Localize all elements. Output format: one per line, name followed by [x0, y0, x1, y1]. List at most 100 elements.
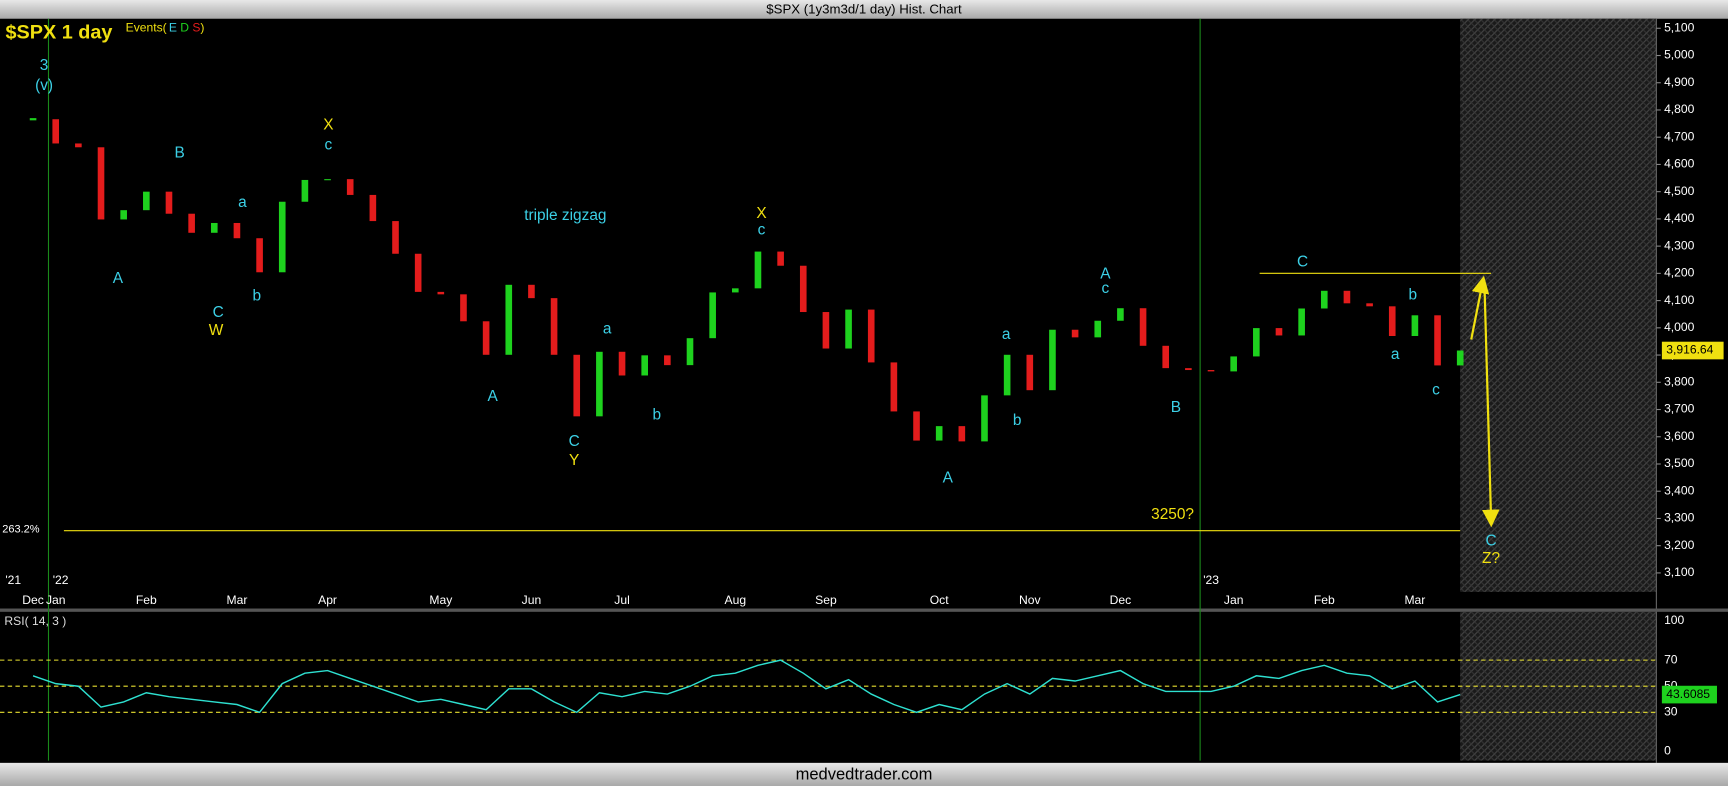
candle: [1366, 303, 1373, 307]
candle: [1434, 315, 1441, 366]
candle: [913, 411, 920, 441]
y-tick-label: 3,100: [1664, 565, 1695, 579]
candle: [392, 221, 399, 254]
candle: [460, 294, 467, 322]
candle: [256, 238, 263, 273]
fib-label: 263.2%: [2, 524, 40, 536]
candle: [1320, 290, 1328, 309]
wave-label: b: [252, 288, 261, 305]
candle: [97, 147, 105, 220]
wave-label: X: [756, 205, 766, 222]
wave-label: a: [603, 321, 612, 338]
candle: [664, 355, 671, 366]
rsi-tick-label: 30: [1664, 705, 1678, 719]
candle: [505, 284, 513, 355]
wave-label: (v): [35, 77, 53, 94]
candle: [618, 351, 626, 376]
candle: [528, 284, 535, 299]
x-tick-label: Mar: [1404, 593, 1425, 607]
y-tick-label: 4,000: [1664, 320, 1695, 334]
candle: [1343, 290, 1351, 304]
events-d: D: [180, 21, 189, 35]
y-tick-label: 4,300: [1664, 238, 1695, 252]
candle: [301, 179, 309, 202]
future-zone: [1460, 18, 1657, 592]
candle: [233, 222, 241, 239]
y-tick-label: 3,800: [1664, 374, 1695, 388]
wave-label: c: [325, 137, 333, 154]
rsi-line: [32, 659, 1461, 714]
footer: medvedtrader.com: [796, 764, 933, 783]
wave-label: a: [1391, 346, 1400, 363]
footer-bar: [0, 762, 1728, 786]
rsi-tick-label: 0: [1664, 744, 1671, 758]
y-tick-label: 3,200: [1664, 538, 1695, 552]
title-bar: [0, 0, 1728, 19]
wave-label: C: [569, 433, 580, 450]
events-s: S: [192, 21, 200, 35]
y-tick-label: 4,600: [1664, 157, 1695, 171]
x-tick-label: Apr: [318, 593, 337, 607]
y-tick-label: 4,100: [1664, 293, 1695, 307]
candle: [867, 309, 875, 363]
wave-label: 3250?: [1151, 506, 1194, 523]
wave-label: c: [1101, 280, 1109, 297]
price-tag-label: 3,916.64: [1666, 343, 1713, 357]
candle: [437, 291, 445, 295]
x-tick-label: Mar: [227, 593, 248, 607]
candle: [777, 251, 784, 266]
events-label[interactable]: Events(E D S): [126, 21, 205, 35]
wave-label: A: [487, 388, 498, 405]
candle: [1185, 368, 1192, 371]
candle: [550, 298, 558, 355]
candle: [709, 292, 716, 339]
candle: [1094, 320, 1102, 338]
y-tick-label: 5,000: [1664, 48, 1695, 62]
wave-label: C: [213, 304, 224, 321]
candle: [165, 191, 173, 214]
candle: [935, 426, 943, 441]
price-tag: [1661, 341, 1724, 360]
window-title: $SPX (1y3m3d/1 day) Hist. Chart: [766, 1, 962, 16]
candle: [1207, 370, 1215, 372]
candle: [822, 312, 830, 349]
candle: [958, 426, 966, 442]
candle: [346, 179, 354, 195]
x-tick-label: Feb: [136, 593, 157, 607]
candle: [799, 265, 807, 313]
wave-label: B: [174, 144, 184, 161]
y-tick-label: 3,400: [1664, 483, 1695, 497]
candle: [278, 201, 286, 273]
symbol-label: $SPX 1 day: [6, 21, 113, 43]
wave-label: b: [1409, 287, 1418, 304]
candle: [1388, 306, 1396, 336]
candle: [845, 309, 852, 349]
x-tick-label: Jun: [522, 593, 542, 607]
candle: [482, 321, 490, 355]
candle: [1139, 308, 1147, 346]
wave-label: A: [1100, 266, 1111, 283]
candle: [981, 395, 988, 442]
events-e: E: [169, 21, 177, 35]
rsi-tag: [1661, 685, 1717, 704]
candle: [143, 191, 150, 211]
y-tick-label: 3,700: [1664, 402, 1695, 416]
events-open: Events(: [126, 21, 167, 35]
y-tick-label: 3,300: [1664, 511, 1695, 525]
candle: [188, 213, 195, 233]
wave-label: triple zigzag: [524, 207, 606, 224]
projection-down: [1481, 284, 1500, 528]
wave-label: 3: [40, 57, 49, 74]
rsi-tag-label: 43.6085: [1666, 687, 1710, 701]
rsi-tick-label: 70: [1664, 652, 1678, 666]
y-tick-label: 4,400: [1664, 211, 1695, 225]
wave-label: C: [1297, 253, 1308, 270]
rsi-label: RSI( 14, 3 ): [4, 614, 66, 628]
candle: [1411, 315, 1419, 336]
wave-label: b: [1013, 412, 1022, 429]
x-tick-label: Jan: [1224, 593, 1244, 607]
candle: [596, 351, 603, 417]
candle: [1456, 350, 1464, 366]
x-tick-label: May: [429, 593, 453, 607]
